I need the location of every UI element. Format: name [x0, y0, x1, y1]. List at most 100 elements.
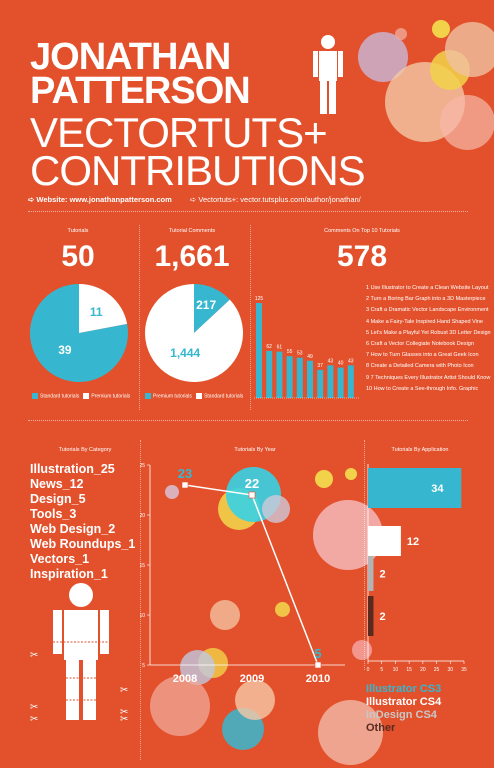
- top10-bar: [256, 303, 262, 398]
- top10-bar-label: 55: [287, 349, 293, 355]
- top10-bar-label: 49: [307, 354, 313, 360]
- arrow-icon: ➪: [190, 195, 199, 204]
- arrow-icon: ➪: [28, 195, 37, 204]
- year-y-tick-label: 25: [140, 463, 145, 469]
- application-legend: Illustrator CS3 Illustrator CS4 InDesign…: [366, 683, 441, 735]
- decor-bubble: [432, 20, 450, 38]
- top10-list-item: 9 7 Techniques Every Illustrator Artist …: [366, 374, 491, 381]
- scissors-icon: ✂: [30, 714, 39, 725]
- tutorials-pie-slice-1: [29, 284, 128, 382]
- legend-indesign-cs4: InDesign CS4: [366, 709, 437, 721]
- top10-bar: [296, 357, 303, 398]
- category-item: Tools_3: [30, 507, 77, 521]
- legend-illustrator-cs4: Illustrator CS4: [366, 696, 442, 708]
- year-value-label: 23: [178, 466, 192, 481]
- top10-list-item: 3 Craft a Dramatic Vector Landscape Envi…: [366, 307, 489, 314]
- year-y-tick-label: 10: [140, 613, 145, 619]
- subtitle-line2: CONTRIBUTIONS: [30, 147, 366, 194]
- year-point: [314, 661, 322, 669]
- top10-title: Comments On Top 10 Tutorials: [324, 228, 400, 234]
- application-bar-chart: 0 5 10 15 20 25 30 35 34 12 2 2: [367, 464, 467, 673]
- divider: [364, 440, 365, 670]
- comments-pie-slice-1: [194, 284, 230, 333]
- app-x-tick-label: 25: [434, 667, 440, 673]
- top10-bar: [347, 365, 354, 398]
- category-item: Illustration_25: [30, 462, 115, 476]
- app-bar-label: 34: [431, 483, 444, 495]
- year-y-tick-label: 5: [142, 663, 145, 669]
- decor-bubble: [150, 676, 210, 736]
- decor-bubble: [235, 680, 275, 720]
- comments-pie: 217 1,444: [145, 284, 243, 382]
- website-link[interactable]: ➪ Website: www.jonathanpatterson.com: [28, 195, 172, 204]
- year-x-label: 2008: [173, 673, 197, 685]
- top10-bar: [307, 360, 313, 398]
- app-x-tick-label: 0: [367, 667, 370, 673]
- decor-bubble: [165, 485, 179, 499]
- vectortuts-link[interactable]: ➪ Vectortuts+: vector.tutsplus.com/autho…: [190, 195, 361, 204]
- year-title: Tutorials By Year: [234, 447, 276, 453]
- decor-bubble: [315, 470, 333, 488]
- decor-bubble: [352, 640, 372, 660]
- top10-bar-label: 125: [255, 296, 264, 302]
- app-x-tick-label: 15: [406, 667, 412, 673]
- person-figure-icon: [53, 583, 109, 720]
- top10-bar-label: 37: [317, 363, 323, 369]
- decor-bubble: [445, 22, 494, 77]
- tutorials-pie-label-2: 11: [90, 305, 103, 319]
- top10-bar: [337, 367, 344, 398]
- top10-bar-label: 53: [297, 351, 303, 357]
- legend-other: Other: [366, 722, 396, 734]
- app-bar-label: 12: [407, 536, 419, 548]
- tutorials-pie-label-1: 39: [58, 343, 72, 357]
- legend-illustrator-cs3: Illustrator CS3: [366, 683, 442, 695]
- subtitle-line1: VECTORTUTS+: [30, 109, 328, 156]
- top10-bar: [317, 369, 324, 398]
- top10-list-item: 7 How to Turn Glasses into a Great Geek …: [366, 352, 479, 359]
- tutorials-legend: Standard tutorials Premium tutorials: [32, 393, 130, 399]
- top10-list-item: 10 How to Create a See-through Info. Gra…: [366, 385, 479, 392]
- year-y-tick-label: 20: [140, 513, 145, 519]
- top10-bar-label: 40: [338, 361, 344, 367]
- app-bar: [368, 596, 374, 636]
- category-item: Inspiration_1: [30, 567, 108, 581]
- scissors-icon: ✂: [120, 714, 129, 725]
- divider: [139, 225, 140, 410]
- top10-list-item: 8 Create a Detailed Camera with Photo Ic…: [366, 363, 474, 370]
- year-point: [181, 481, 189, 489]
- category-title: Tutorials By Category: [58, 447, 112, 453]
- tutorials-pie-slice-2: [79, 284, 128, 333]
- year-line-chart: 5 10 15 20 25 23 2008 22 2009 5 2010: [140, 463, 345, 685]
- year-value-label: 22: [245, 476, 259, 491]
- app-bar-label: 2: [379, 611, 385, 623]
- decor-bubble: [210, 600, 240, 630]
- app-x-tick-label: 30: [448, 667, 454, 673]
- comments-total: 1,661: [154, 240, 230, 273]
- divider: [250, 225, 251, 410]
- top10-list-item: 4 Make a Fairy-Tale Inspired Hand Shaped…: [366, 318, 483, 325]
- decor-bubble: [395, 28, 407, 40]
- category-list: Illustration_25 News_12 Design_5 Tools_3 Web…: [30, 462, 135, 582]
- year-x-label: 2010: [306, 673, 330, 685]
- scissors-icon: ✂: [120, 685, 129, 696]
- divider: [28, 420, 468, 421]
- app-bar-label: 2: [379, 569, 385, 581]
- category-item: Vectors_1: [30, 552, 90, 566]
- decor-bubble: [345, 468, 357, 480]
- comments-pie-label-1: 217: [196, 298, 216, 312]
- top10-list-item: 2 Turn a Boring Bar Graph into a 3D Mast…: [366, 296, 486, 303]
- app-bar: [368, 556, 374, 591]
- category-item: News_12: [30, 477, 84, 491]
- name-line1: JONATHAN: [30, 36, 231, 78]
- scissors-icon: ✂: [120, 707, 129, 718]
- category-item: Design_5: [30, 492, 86, 506]
- comments-pie-label-2: 1,444: [170, 346, 200, 360]
- comments-pie-slice-2: [145, 284, 243, 382]
- decor-bubble: [262, 495, 290, 523]
- top10-bar-label: 61: [277, 345, 283, 351]
- decor-bubble: [318, 700, 383, 765]
- comments-legend: Premium tutorials Standard tutorials: [145, 393, 243, 399]
- app-x-tick-label: 35: [461, 667, 467, 673]
- application-title: Tutorials By Application: [391, 447, 449, 453]
- app-bar: [368, 468, 462, 508]
